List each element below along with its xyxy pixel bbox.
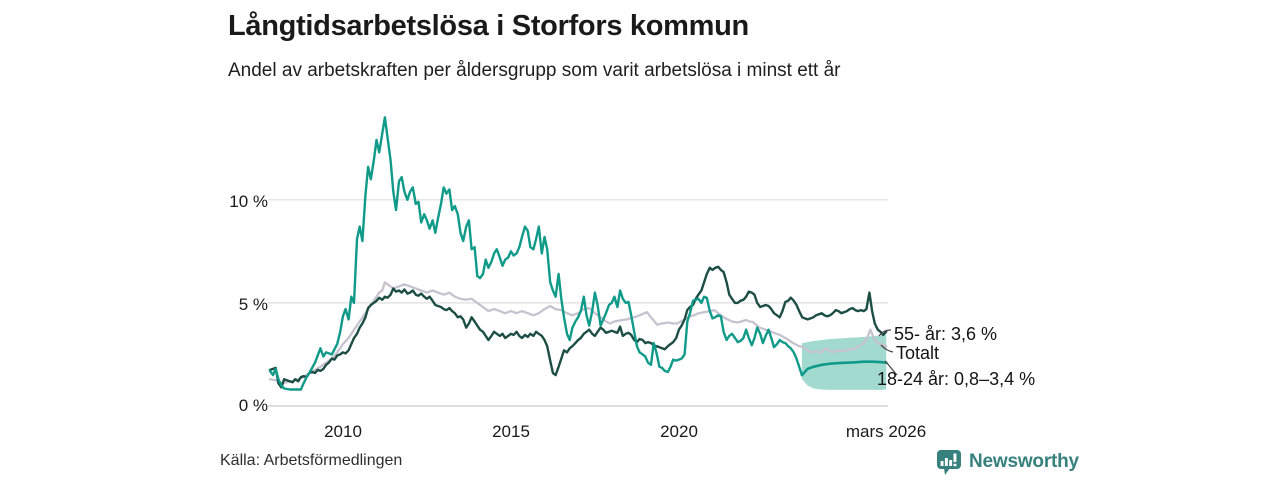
annotation-18-24-ar: 18-24 år: 0,8–3,4 %	[877, 369, 1036, 389]
newsworthy-brand: Newsworthy	[936, 448, 1079, 476]
series-line-totalt	[268, 281, 888, 385]
x-tick-mars-2026: mars 2026	[845, 422, 927, 441]
series-line-18-24	[268, 116, 804, 391]
forecast-center-line	[800, 360, 888, 377]
brand-name: Newsworthy	[969, 451, 1079, 472]
logo-bubble	[937, 450, 961, 469]
page-title: Långtidsarbetslösa i Storfors kommun	[228, 10, 749, 42]
series-line-55	[268, 265, 888, 389]
annotation-totalt: Totalt	[896, 343, 940, 363]
newsworthy-logo-icon	[937, 450, 961, 475]
x-tick-2010: 2010	[324, 422, 362, 441]
y-tick-10: 10 %	[229, 192, 268, 211]
x-tick-2015: 2015	[492, 422, 530, 441]
y-tick-5: 5 %	[238, 295, 268, 314]
annotation-leader-lines	[878, 329, 898, 376]
logo-bar-2	[944, 458, 948, 466]
leader-18-24	[884, 360, 898, 376]
logo-exclamation-dot	[953, 463, 957, 467]
source-note: Källa: Arbetsförmedlingen	[220, 452, 403, 469]
chart-subtitle: Andel av arbetskraften per åldersgrupp s…	[228, 60, 841, 81]
logo-bar-1	[940, 461, 944, 466]
logo-exclamation-bar	[953, 453, 957, 462]
leader-totalt	[880, 344, 894, 353]
leader-55	[878, 329, 892, 337]
y-tick-0: 0 %	[238, 396, 268, 415]
logo-bar-3	[949, 460, 953, 466]
annotation-55-ar: 55- år: 3,6 %	[894, 324, 998, 344]
x-tick-2020: 2020	[660, 422, 698, 441]
logo-bubble-tail	[944, 468, 950, 475]
